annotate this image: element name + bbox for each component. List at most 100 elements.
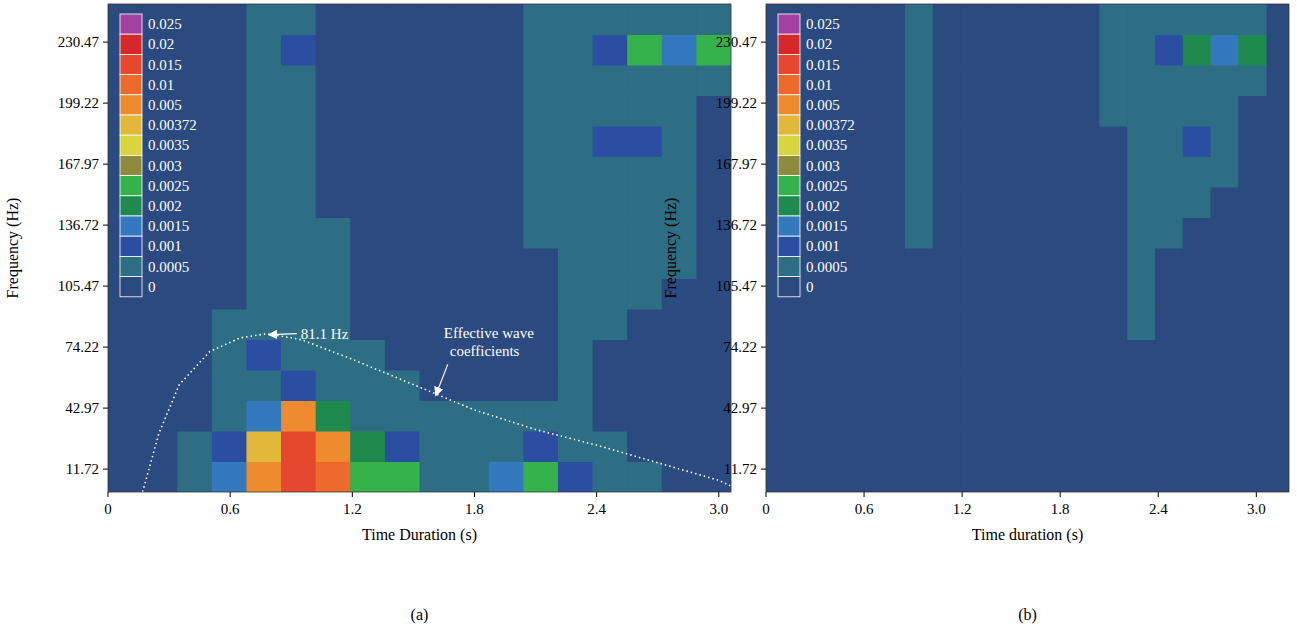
cell bbox=[1044, 431, 1072, 462]
cell bbox=[558, 309, 593, 340]
cell bbox=[212, 370, 247, 401]
cell bbox=[1238, 96, 1266, 127]
cell bbox=[960, 248, 988, 279]
colorbar-label: 0.025 bbox=[148, 16, 182, 32]
cell bbox=[1211, 187, 1239, 218]
cell bbox=[849, 35, 877, 66]
colorbar-label: 0.005 bbox=[148, 97, 182, 113]
cell bbox=[1099, 309, 1127, 340]
cell bbox=[1183, 248, 1211, 279]
cell bbox=[988, 218, 1016, 249]
cell bbox=[420, 96, 455, 127]
cell bbox=[1183, 370, 1211, 401]
y-tick bbox=[103, 225, 108, 226]
cell bbox=[794, 462, 822, 493]
cell bbox=[523, 248, 558, 279]
cell bbox=[905, 126, 933, 157]
cell bbox=[489, 370, 524, 401]
y-tick-label: 11.72 bbox=[66, 461, 99, 477]
cell bbox=[1238, 462, 1266, 493]
cell bbox=[877, 462, 905, 493]
cell bbox=[1155, 431, 1183, 462]
cell bbox=[905, 4, 933, 35]
cell bbox=[1016, 309, 1044, 340]
cell bbox=[933, 4, 961, 35]
cell bbox=[905, 309, 933, 340]
cell bbox=[822, 279, 850, 310]
cell bbox=[1072, 218, 1100, 249]
y-tick-label: 136.72 bbox=[58, 217, 99, 233]
colorbar-label: 0.0015 bbox=[148, 218, 189, 234]
cell bbox=[385, 157, 420, 188]
cell bbox=[385, 279, 420, 310]
cell bbox=[593, 35, 628, 66]
cell bbox=[143, 309, 178, 340]
colorbar-swatch bbox=[120, 54, 142, 74]
panel: 00.61.21.82.43.011.7242.9774.22105.47136… bbox=[4, 4, 732, 624]
colorbar-label: 0.0015 bbox=[806, 218, 847, 234]
cell bbox=[420, 462, 455, 493]
cell bbox=[696, 370, 731, 401]
cell bbox=[523, 187, 558, 218]
cell bbox=[420, 35, 455, 66]
cell bbox=[662, 340, 697, 371]
cell bbox=[350, 401, 385, 432]
cell bbox=[1127, 187, 1155, 218]
colorbar-swatch bbox=[778, 14, 800, 34]
cell bbox=[1099, 187, 1127, 218]
cell bbox=[1099, 401, 1127, 432]
cell bbox=[593, 462, 628, 493]
cell bbox=[1183, 401, 1211, 432]
cell bbox=[523, 65, 558, 96]
cell bbox=[489, 279, 524, 310]
cell bbox=[988, 126, 1016, 157]
colorbar-swatch bbox=[778, 135, 800, 155]
cell bbox=[822, 340, 850, 371]
cell bbox=[1127, 96, 1155, 127]
cell bbox=[177, 462, 212, 493]
cell bbox=[1016, 340, 1044, 371]
colorbar-label: 0.025 bbox=[806, 16, 840, 32]
cell bbox=[1155, 4, 1183, 35]
cell bbox=[281, 157, 316, 188]
cell bbox=[246, 340, 281, 371]
y-tick-label: 199.22 bbox=[716, 95, 757, 111]
cell bbox=[558, 462, 593, 493]
cell bbox=[212, 401, 247, 432]
cell bbox=[1183, 431, 1211, 462]
cell bbox=[627, 340, 662, 371]
cell bbox=[523, 431, 558, 462]
cell bbox=[212, 248, 247, 279]
cell bbox=[1044, 370, 1072, 401]
cell bbox=[593, 4, 628, 35]
cell bbox=[385, 370, 420, 401]
cell bbox=[558, 218, 593, 249]
cell bbox=[1127, 340, 1155, 371]
colorbar-label: 0.0025 bbox=[148, 178, 189, 194]
cell bbox=[696, 309, 731, 340]
cell bbox=[627, 401, 662, 432]
cell bbox=[108, 309, 143, 340]
cell bbox=[1155, 309, 1183, 340]
cell bbox=[877, 370, 905, 401]
panel-label: (b) bbox=[1018, 606, 1037, 624]
cell bbox=[822, 370, 850, 401]
colorbar-swatch bbox=[778, 115, 800, 135]
cell bbox=[350, 462, 385, 493]
cell bbox=[593, 157, 628, 188]
cell bbox=[177, 370, 212, 401]
x-tick bbox=[352, 492, 353, 497]
cell bbox=[454, 65, 489, 96]
cell bbox=[246, 279, 281, 310]
cell bbox=[905, 157, 933, 188]
cell bbox=[489, 4, 524, 35]
cell bbox=[212, 96, 247, 127]
cell bbox=[1127, 218, 1155, 249]
cell bbox=[350, 4, 385, 35]
cell bbox=[489, 248, 524, 279]
cell bbox=[1127, 126, 1155, 157]
cell bbox=[877, 4, 905, 35]
x-tick-label: 3.0 bbox=[709, 501, 728, 517]
y-tick-label: 11.72 bbox=[724, 461, 757, 477]
colorbar-swatch bbox=[778, 176, 800, 196]
